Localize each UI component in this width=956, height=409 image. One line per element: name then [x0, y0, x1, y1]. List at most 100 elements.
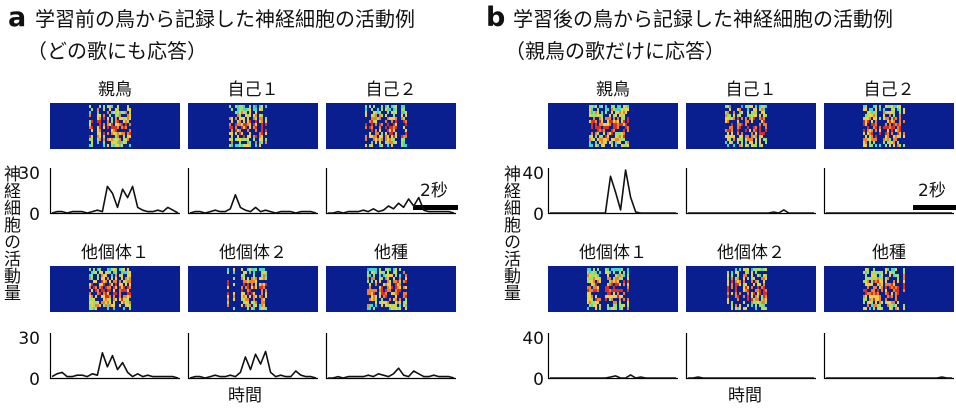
spectrogram-cell [393, 277, 395, 280]
spectrogram-cell [227, 271, 229, 274]
spectrogram-cell [745, 283, 747, 286]
spectrogram-cell [381, 123, 383, 126]
spectrogram [50, 266, 180, 312]
spectrogram-cell [623, 123, 625, 126]
spectrogram-cell [127, 114, 129, 117]
spectrogram-cell [377, 108, 379, 111]
spectrogram-cell [873, 117, 875, 120]
spectrogram-cell [391, 141, 393, 144]
spectrogram-cell [381, 138, 383, 141]
spectrogram-cell [389, 280, 391, 283]
spectrogram-cell [593, 277, 595, 280]
spectrogram-cell [623, 298, 625, 301]
spectrogram-cell [883, 114, 885, 117]
spectrogram-cell [395, 286, 397, 289]
spectrogram-cell [733, 114, 735, 117]
spectrogram-cell [107, 105, 109, 108]
spectrogram-cell [759, 283, 761, 286]
spectrogram-cell [597, 126, 599, 129]
spectrogram-cell [627, 141, 629, 144]
spectrogram-cell [237, 123, 239, 126]
spectrogram-cell [373, 274, 375, 277]
spectrogram-cell [591, 138, 593, 141]
scale-bar-label: 2秒 [420, 181, 448, 201]
spectrogram-cell [265, 271, 267, 274]
spectrogram-cell [259, 135, 261, 138]
spectrogram-cell [605, 295, 607, 298]
spectrogram-cell [229, 126, 231, 129]
spectrogram-cell [395, 289, 397, 292]
spectrogram-cell [607, 138, 609, 141]
spectrogram-cell [753, 117, 755, 120]
spectrogram-cell [101, 280, 103, 283]
spectrogram-cell [727, 277, 729, 280]
spectrogram-cell [389, 304, 391, 307]
spectrogram-cell [885, 292, 887, 295]
spectrogram [50, 103, 180, 149]
spectrogram-cell [107, 298, 109, 301]
spectrogram-cell [871, 129, 873, 132]
spectrogram-cell [743, 301, 745, 304]
spectrogram-cell [129, 301, 131, 304]
spectrogram-cell [399, 304, 401, 307]
spectrogram-cell [381, 289, 383, 292]
spectrogram-cell [259, 286, 261, 289]
spectrogram-cell [613, 277, 615, 280]
spectrogram-cell [739, 111, 741, 114]
spectrogram-cell [751, 114, 753, 117]
spectrogram-cell [113, 144, 115, 147]
spectrogram-cell [597, 274, 599, 277]
spectrogram-cell [103, 114, 105, 117]
spectrogram-cell [121, 141, 123, 144]
spectrogram-cell [249, 132, 251, 135]
spectrogram-cell [253, 301, 255, 304]
spectrogram-cell [123, 280, 125, 283]
spectrogram-cell [391, 135, 393, 138]
spectrogram-cell [739, 126, 741, 129]
spectrogram-cell [611, 289, 613, 292]
spectrogram-cell [101, 274, 103, 277]
spectrogram-cell [887, 138, 889, 141]
spectrogram-cell [113, 301, 115, 304]
spectrogram-cell [113, 289, 115, 292]
spectrogram-cell [595, 111, 597, 114]
spectrogram-cell [129, 117, 131, 120]
spectrogram-cell [763, 301, 765, 304]
spectrogram-cell [873, 280, 875, 283]
spectrogram-cell [885, 298, 887, 301]
spectrogram-cell [877, 271, 879, 274]
spectrogram-cell [263, 277, 265, 280]
spectrogram-cell [89, 111, 91, 114]
spectrogram-cell [617, 274, 619, 277]
spectrogram-cell [727, 111, 729, 114]
spectrogram-cell [247, 298, 249, 301]
spectrogram-cell [753, 283, 755, 286]
spectrogram-cell [875, 120, 877, 123]
spectrogram-cell [621, 123, 623, 126]
spectrogram-cell [255, 108, 257, 111]
spectrogram-cell [247, 120, 249, 123]
spectrogram-cell [105, 271, 107, 274]
spectrogram-cell [893, 117, 895, 120]
spectrogram-cell [867, 277, 869, 280]
spectrogram-cell [109, 271, 111, 274]
spectrogram-cell [597, 144, 599, 147]
spectrogram-cell [103, 108, 105, 111]
spectrogram-cell [613, 295, 615, 298]
spectrogram-cell [731, 274, 733, 277]
spectrogram-cell [867, 292, 869, 295]
spectrogram-cell [599, 117, 601, 120]
spectrogram-cell [89, 268, 91, 271]
spectrogram-cell [891, 111, 893, 114]
spectrogram-cell [727, 117, 729, 120]
spectrogram-cell [387, 117, 389, 120]
spectrogram-cell [405, 111, 407, 114]
spectrogram-cell [621, 135, 623, 138]
spectrogram-cell [613, 126, 615, 129]
spectrogram-cell [755, 108, 757, 111]
spectrogram-cell [865, 307, 867, 310]
spectrogram-cell [591, 126, 593, 129]
spectrogram-cell [725, 120, 727, 123]
spectrogram-cell [121, 298, 123, 301]
spectrogram-cell [891, 295, 893, 298]
